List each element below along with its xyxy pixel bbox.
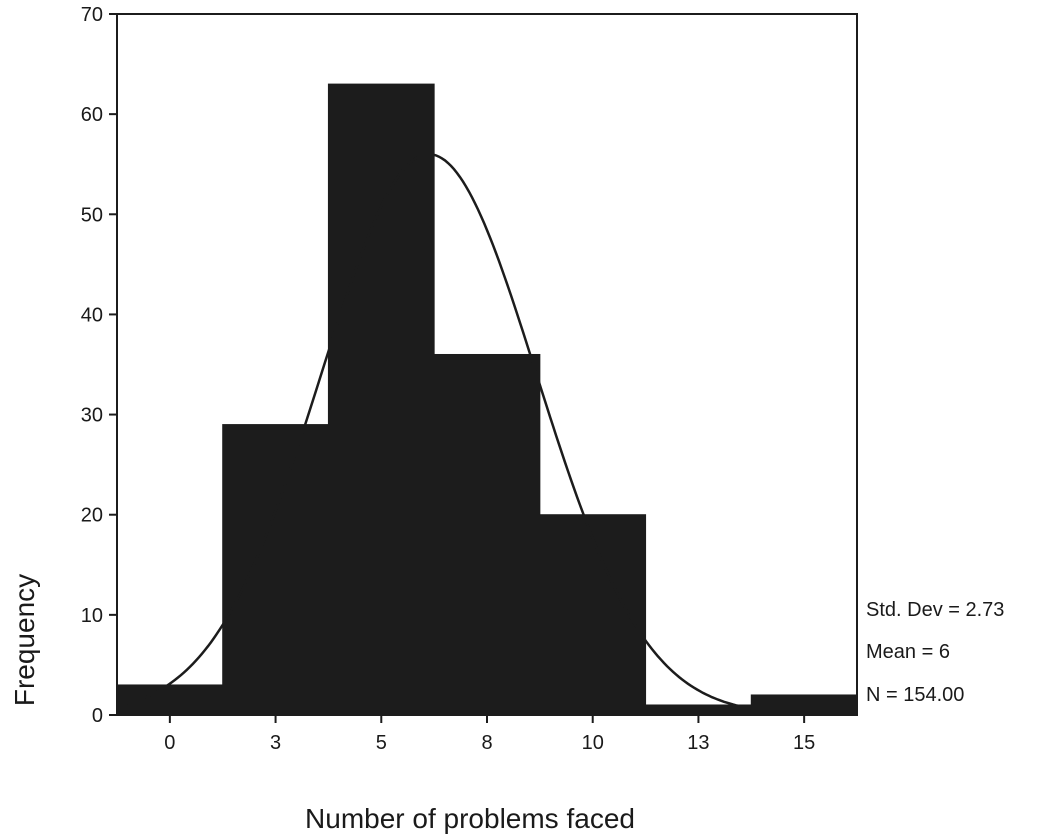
y-tick-label: 20 — [81, 505, 103, 527]
histogram-bar — [222, 424, 329, 716]
histogram-bars — [116, 83, 858, 716]
x-axis-ticks: 0 3 5 8 10 13 15 — [164, 715, 815, 754]
x-tick-label: 0 — [164, 732, 175, 754]
normal-curve — [126, 152, 758, 711]
histogram-bar — [433, 353, 541, 716]
x-tick-label: 10 — [582, 732, 604, 754]
std-dev-stat: Std. Dev = 2.73 — [866, 599, 1004, 621]
y-tick-label: 60 — [81, 104, 103, 126]
x-tick-label: 5 — [376, 732, 387, 754]
x-tick-label: 15 — [793, 732, 815, 754]
histogram-bar — [116, 684, 224, 716]
y-tick-label: 50 — [81, 204, 103, 226]
histogram-bar — [750, 694, 858, 716]
histogram-bar — [645, 704, 752, 716]
y-tick-label: 70 — [81, 4, 103, 26]
x-tick-label: 8 — [481, 732, 492, 754]
mean-stat: Mean = 6 — [866, 641, 950, 663]
y-tick-label: 0 — [92, 705, 103, 727]
x-tick-label: 13 — [687, 732, 709, 754]
y-tick-label: 40 — [81, 304, 103, 326]
histogram-bar — [327, 83, 435, 716]
n-stat: N = 154.00 — [866, 684, 964, 706]
y-tick-label: 30 — [81, 405, 103, 427]
x-tick-label: 3 — [270, 732, 281, 754]
y-axis-ticks: 0 10 20 30 40 50 60 70 — [81, 4, 117, 727]
y-tick-label: 10 — [81, 605, 103, 627]
y-axis-label: Frequency — [9, 574, 40, 706]
x-axis-label: Number of problems faced — [305, 803, 635, 834]
